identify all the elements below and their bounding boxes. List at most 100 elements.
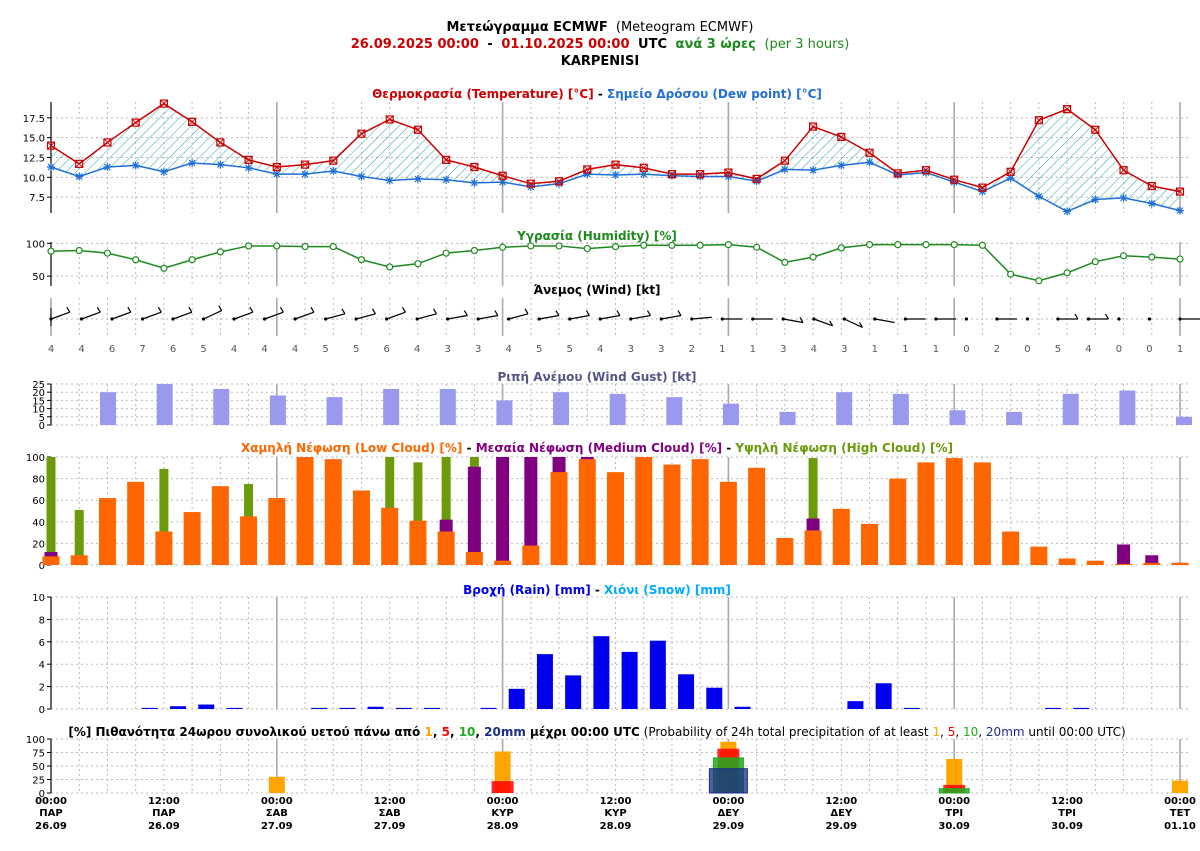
- temperature-point: [808, 122, 818, 131]
- wind-barb: [661, 314, 682, 320]
- temperature-point-cross: [979, 184, 986, 191]
- probability-ytick-label: 100: [26, 735, 45, 746]
- title-part: ,: [955, 725, 963, 739]
- x-tick-time: 12:00: [1051, 796, 1083, 807]
- x-tick-day: ΣΑΒ: [266, 808, 288, 819]
- temperature-ytick-label: 12.5: [23, 154, 45, 165]
- rain-bar: [508, 688, 525, 709]
- humidity-point: [103, 249, 112, 257]
- x-tick-day: ΣΑΒ: [379, 808, 401, 819]
- probability-panel: 0 25 50 75 100: [26, 735, 1188, 800]
- dewpoint-point: [780, 165, 789, 174]
- medium-cloud-bar: [1117, 544, 1131, 565]
- temperature-point: [950, 175, 959, 184]
- humidity-ytick-label: 50: [32, 272, 45, 283]
- low-cloud-bar: [1002, 531, 1020, 565]
- wind-barb-feather: [127, 306, 132, 313]
- humidity-point: [555, 242, 563, 250]
- low-cloud-bar: [719, 481, 737, 565]
- wind-station-dot: [354, 317, 358, 321]
- title-part: Υψηλή Νέφωση (High Cloud) [%]: [734, 441, 953, 455]
- title-part: (Probability of 24h total precipitation …: [640, 725, 933, 739]
- gust-bar: [949, 410, 966, 425]
- temperature-point-cross: [414, 126, 422, 134]
- title-part: 1: [932, 725, 940, 739]
- temperature-point-cross: [160, 100, 168, 107]
- wind-station-dot: [262, 317, 267, 321]
- wind-barb: [630, 314, 651, 320]
- probability-ytick-label: 25: [32, 776, 45, 787]
- temperature-point: [921, 166, 931, 175]
- wind-barb-feather: [524, 308, 529, 315]
- humidity-point: [1007, 270, 1015, 278]
- dewpoint-point: [413, 174, 422, 183]
- wind-station-dot: [1147, 317, 1152, 321]
- gust-bar: [269, 395, 286, 425]
- dewpoint-point: [639, 170, 648, 179]
- humidity-point: [809, 253, 817, 261]
- low-cloud-bar: [127, 481, 145, 565]
- wind-barb: [417, 313, 437, 320]
- gust-bar: [836, 392, 853, 425]
- title-part: 5: [948, 725, 956, 739]
- wind-barb: [142, 311, 162, 320]
- wind-station-dot: [1025, 317, 1030, 321]
- prob-1mm-bar: [946, 758, 963, 793]
- temperature-point: [413, 125, 423, 134]
- x-tick-day: ΠΑΡ: [152, 808, 175, 819]
- dewpoint-point: [1119, 193, 1128, 202]
- temperature-point-cross: [668, 170, 676, 178]
- wind-speed-label: 4: [261, 344, 267, 355]
- temperature-point-cross: [132, 119, 139, 126]
- wind-speed-label: 4: [1085, 344, 1091, 355]
- x-tick-date: 27.09: [261, 821, 293, 832]
- temperature-point-cross: [1035, 116, 1043, 124]
- temperature-point: [1062, 105, 1072, 114]
- title-greek: Μετεώγραμμα ECMWF: [446, 20, 607, 35]
- low-cloud-bar: [352, 490, 370, 565]
- temperature-point-cross: [1176, 188, 1184, 195]
- rain-bar: [1044, 707, 1061, 709]
- wind-station-dot: [476, 317, 480, 321]
- wind-station-dot: [903, 317, 907, 321]
- humidity-point: [499, 243, 507, 251]
- gust-ytick-label: 20: [32, 388, 45, 399]
- x-tick-day: ΤΡΙ: [1058, 808, 1076, 819]
- cloud-ytick-label: 0: [39, 561, 45, 572]
- title-part: [%] Πιθανότητα 24ωρου συνολικού υετού πά…: [68, 725, 424, 739]
- rain-bar: [198, 704, 215, 709]
- humidity-point: [357, 256, 366, 264]
- wind-barb-feather: [616, 310, 621, 316]
- humidity-point: [132, 256, 140, 264]
- rain-ytick-label: 0: [39, 705, 45, 716]
- medium-cloud-bar: [524, 457, 538, 565]
- title-part: ,: [475, 725, 484, 739]
- gust-bar: [1006, 411, 1023, 425]
- prob-1mm-bar: [1172, 780, 1188, 793]
- low-cloud-bar: [748, 467, 766, 565]
- wind-barb-feather: [829, 320, 834, 327]
- wind-station-dot: [842, 317, 846, 321]
- location-name: KARPENISI: [561, 54, 639, 69]
- wind-barb-feather: [218, 305, 223, 311]
- wind-station-dot: [812, 317, 816, 321]
- wind-barb-feather: [188, 306, 193, 313]
- temperature-point-cross: [1092, 126, 1099, 134]
- wind-speed-label: 2: [689, 344, 695, 355]
- rain-bar: [875, 683, 892, 709]
- wind-barb: [325, 313, 346, 320]
- x-tick-day: ΤΡΙ: [945, 808, 963, 819]
- humidity-ytick-label: 100: [26, 239, 45, 250]
- wind-barb-feather: [463, 310, 468, 316]
- humidity-point: [640, 241, 648, 249]
- temperature-point: [188, 117, 197, 126]
- x-tick-time: 12:00: [600, 796, 632, 807]
- wind-barb: [569, 314, 590, 320]
- wind-speed-label: 4: [292, 344, 298, 355]
- wind-barb-feather: [1104, 313, 1109, 320]
- cloud-ytick-label: 100: [26, 453, 45, 464]
- temperature-point: [639, 163, 648, 172]
- header-date-range: 26.09.2025 00:00 - 01.10.2025 00:00 UTC …: [351, 37, 850, 52]
- gust-bar: [1062, 393, 1079, 425]
- gust-bar: [326, 397, 343, 425]
